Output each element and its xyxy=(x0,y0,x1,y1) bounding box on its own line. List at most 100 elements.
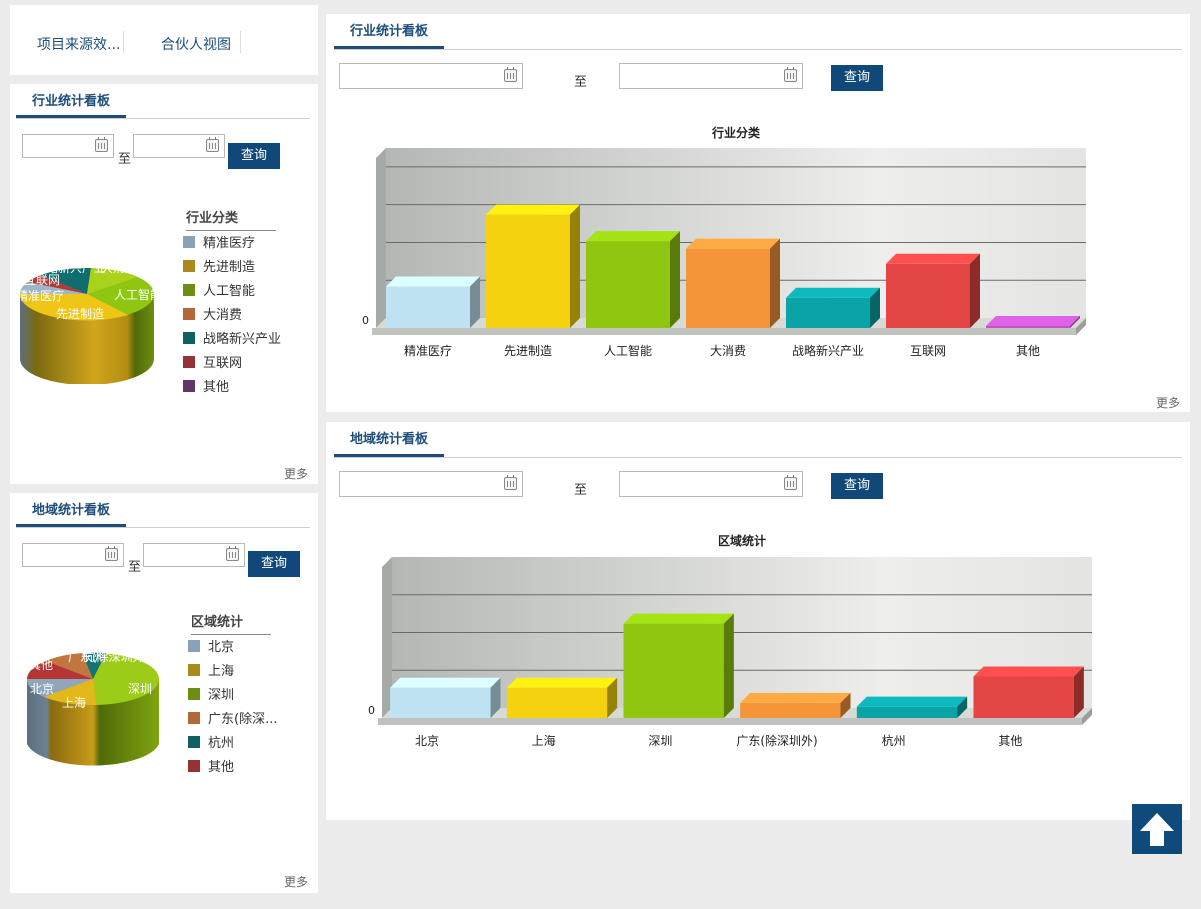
region-small-tabbar: 地域统计看板 xyxy=(16,497,310,528)
calendar-icon[interactable] xyxy=(504,67,517,82)
legend-item[interactable]: 先进制造 xyxy=(183,260,255,276)
legend-item[interactable]: 杭州 xyxy=(188,736,234,752)
legend-item[interactable]: 战略新兴产业 xyxy=(183,332,281,348)
pie-label: 深圳 xyxy=(128,682,152,696)
plot-left-wall xyxy=(382,557,392,718)
industry-main-panel: 行业统计看板 至 查询 行业分类 0 精准医疗 先进制造 人工智能 大消费 战略新兴产业 互联… xyxy=(326,14,1190,412)
legend-label: 上海 xyxy=(208,664,235,679)
bar[interactable] xyxy=(973,666,1084,718)
legend-item[interactable]: 人工智能 xyxy=(183,284,255,300)
legend-swatch xyxy=(183,356,195,368)
legend-label: 精准医疗 xyxy=(203,236,256,251)
legend-swatch xyxy=(188,712,200,724)
plot-base xyxy=(378,718,1082,725)
industry-small-more-link[interactable]: 更多 xyxy=(284,467,309,481)
bar[interactable] xyxy=(486,204,580,328)
partner-view-link[interactable]: 合伙人视图 xyxy=(161,37,231,53)
legend-swatch xyxy=(183,332,195,344)
calendar-icon[interactable] xyxy=(784,475,797,490)
chart-title: 行业分类 xyxy=(711,126,760,140)
legend-swatch xyxy=(188,640,200,652)
bar[interactable] xyxy=(686,238,780,328)
region-main-tab[interactable]: 地域统计看板 xyxy=(334,425,445,457)
industry-bar-chart: 行业分类 0 精准医疗 先进制造 人工智能 大消费 战略新兴产业 互联网 其他 xyxy=(326,114,1190,374)
legend-label: 杭州 xyxy=(208,736,235,751)
plot-left-wall xyxy=(376,148,386,328)
bar[interactable] xyxy=(886,253,980,328)
legend-item[interactable]: 北京 xyxy=(188,640,234,656)
calendar-icon[interactable] xyxy=(784,67,797,82)
legend-item[interactable]: 其他 xyxy=(183,380,229,396)
legend-swatch xyxy=(183,236,195,248)
legend-item[interactable]: 互联网 xyxy=(183,356,242,372)
legend-swatch xyxy=(188,760,200,772)
legend-item[interactable]: 深圳 xyxy=(188,688,234,704)
industry-pie-chart: 战略新兴产业 互联网 大消费 精准医疗 人工智能 先进制造 xyxy=(16,260,162,384)
pie-label: 战略新兴产业 xyxy=(34,260,106,275)
legend-label: 广东(除深... xyxy=(208,712,278,727)
pie-label: 广东(除深圳外) xyxy=(68,649,149,664)
bar[interactable] xyxy=(786,287,880,328)
region-small-query-button[interactable]: 查询 xyxy=(248,551,300,577)
bar[interactable] xyxy=(386,276,480,328)
pie-label: 上海 xyxy=(62,695,86,710)
to-label: 至 xyxy=(128,560,142,575)
y-tick-label: 0 xyxy=(362,314,369,327)
region-small-more-link[interactable]: 更多 xyxy=(284,875,309,889)
calendar-icon[interactable] xyxy=(95,137,108,152)
x-tick-label: 精准医疗 xyxy=(403,344,452,358)
legend-swatch xyxy=(188,664,200,676)
bar[interactable] xyxy=(856,696,968,718)
bar[interactable] xyxy=(740,692,851,718)
region-small-tab[interactable]: 地域统计看板 xyxy=(16,497,127,527)
bar[interactable] xyxy=(986,316,1080,328)
project-source-link[interactable]: 项目来源效... xyxy=(37,37,121,53)
region-main-query-button[interactable]: 查询 xyxy=(831,473,883,499)
region-pie-top xyxy=(26,652,159,706)
industry-small-end-date[interactable] xyxy=(133,134,225,158)
region-main-start-date[interactable] xyxy=(339,471,523,497)
industry-small-start-date[interactable] xyxy=(22,134,114,158)
industry-main-more-link[interactable]: 更多 xyxy=(1156,396,1181,410)
region-bar-chart: 区域统计 0 北京 上海 深圳 广东(除深圳外) 杭州 其他 xyxy=(326,522,1190,782)
x-tick-label: 广东(除深圳外) xyxy=(736,734,818,748)
industry-legend-title: 行业分类 xyxy=(186,207,276,231)
industry-small-panel: 行业统计看板 至 查询 战略新兴 xyxy=(10,84,318,484)
region-small-end-date[interactable] xyxy=(143,543,245,567)
x-tick-label: 其他 xyxy=(1015,344,1040,358)
bar[interactable] xyxy=(390,677,501,718)
legend-label: 北京 xyxy=(208,640,235,655)
industry-small-tab[interactable]: 行业统计看板 xyxy=(16,88,127,118)
calendar-icon[interactable] xyxy=(504,475,517,490)
industry-main-tabbar: 行业统计看板 xyxy=(334,17,1182,50)
calendar-icon[interactable] xyxy=(105,546,118,561)
y-tick-label: 0 xyxy=(368,704,375,717)
x-tick-label: 深圳 xyxy=(648,734,673,748)
back-to-top-button[interactable] xyxy=(1132,804,1182,854)
industry-main-tab[interactable]: 行业统计看板 xyxy=(334,17,445,49)
legend-item[interactable]: 其他 xyxy=(188,760,234,776)
legend-item[interactable]: 精准医疗 xyxy=(183,236,255,252)
pie-label: 北京 xyxy=(30,682,54,696)
region-main-end-date[interactable] xyxy=(619,471,803,497)
bar[interactable] xyxy=(586,231,680,328)
legend-label: 战略新兴产业 xyxy=(203,332,282,347)
region-small-start-date[interactable] xyxy=(22,543,124,567)
legend-item[interactable]: 大消费 xyxy=(183,308,242,324)
legend-swatch xyxy=(183,308,195,320)
pie-label: 精准医疗 xyxy=(16,289,64,303)
chart-title: 区域统计 xyxy=(717,534,766,548)
bar[interactable] xyxy=(506,677,618,718)
industry-main-start-date[interactable] xyxy=(339,63,523,89)
industry-main-query-button[interactable]: 查询 xyxy=(831,65,883,91)
industry-main-end-date[interactable] xyxy=(619,63,803,89)
bar-chart-svg xyxy=(372,148,1086,335)
legend-item[interactable]: 上海 xyxy=(188,664,234,680)
calendar-icon[interactable] xyxy=(206,137,219,152)
industry-small-query-button[interactable]: 查询 xyxy=(228,143,280,169)
legend-item[interactable]: 广东(除深... xyxy=(188,712,277,728)
calendar-icon[interactable] xyxy=(226,546,239,561)
pie-label: 先进制造 xyxy=(56,307,104,321)
bar[interactable] xyxy=(623,613,734,718)
industry-small-tabbar: 行业统计看板 xyxy=(16,88,310,119)
